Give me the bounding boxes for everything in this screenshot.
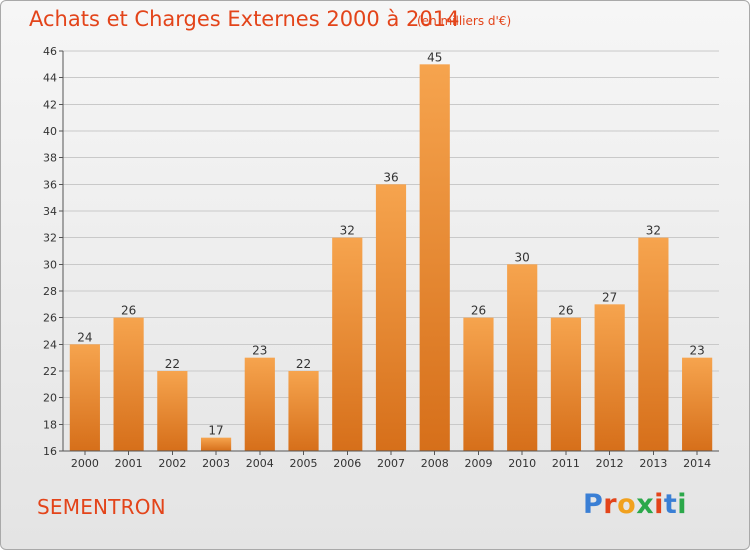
bar[interactable]	[288, 371, 319, 451]
x-tick-label: 2003	[202, 457, 230, 470]
y-tick-label: 24	[43, 338, 57, 351]
y-tick-label: 16	[43, 445, 57, 458]
x-tick-label: 2004	[246, 457, 274, 470]
x-tick-label: 2014	[683, 457, 711, 470]
y-tick-label: 26	[43, 312, 57, 325]
data-label: 22	[165, 357, 180, 371]
bar[interactable]	[113, 317, 144, 451]
bar[interactable]	[594, 304, 625, 451]
commune-name: SEMENTRON	[37, 495, 166, 519]
axes	[59, 50, 719, 455]
bar[interactable]	[157, 371, 188, 451]
x-tick-label: 2013	[639, 457, 667, 470]
data-label: 23	[252, 344, 267, 358]
y-tick-label: 32	[43, 232, 57, 245]
y-tick-label: 46	[43, 45, 57, 58]
y-tick-label: 36	[43, 178, 57, 191]
bar[interactable]	[507, 264, 538, 451]
x-tick-label: 2011	[552, 457, 580, 470]
bar[interactable]	[550, 317, 582, 451]
y-tick-label: 42	[43, 98, 57, 111]
data-label: 36	[383, 170, 398, 184]
x-tick-label: 2010	[508, 457, 536, 470]
labels: 16 18 20 22 24 26 28 30 32 34 36 38 40 42 44 46 24 2000 26…	[43, 45, 711, 470]
data-label: 30	[515, 250, 530, 264]
data-label: 32	[340, 224, 355, 238]
x-tick-label: 2001	[115, 457, 143, 470]
y-tick-label: 28	[43, 285, 57, 298]
y-tick-label: 44	[43, 72, 57, 85]
bar[interactable]	[332, 237, 363, 451]
logo-letter: x	[636, 489, 655, 520]
bar[interactable]	[638, 237, 669, 451]
bar[interactable]	[69, 344, 100, 451]
data-label: 27	[602, 290, 617, 304]
logo-letter: i	[677, 489, 688, 520]
bar[interactable]	[244, 357, 275, 451]
bar[interactable]	[463, 317, 494, 451]
x-tick-label: 2006	[333, 457, 361, 470]
data-label: 26	[558, 304, 573, 318]
x-tick-label: 2008	[421, 457, 449, 470]
bar[interactable]	[682, 357, 713, 451]
data-label: 45	[427, 50, 442, 64]
logo-letter: i	[654, 489, 664, 520]
bar[interactable]	[419, 64, 450, 452]
y-tick-label: 40	[43, 125, 57, 138]
data-label: 22	[296, 357, 311, 371]
y-tick-label: 30	[43, 258, 57, 271]
chart-subtitle: (en milliers d'€)	[417, 14, 512, 28]
y-tick-label: 22	[43, 365, 57, 378]
x-tick-label: 2005	[290, 457, 318, 470]
data-label: 26	[471, 304, 486, 318]
logo-letter: t	[663, 489, 678, 520]
x-tick-label: 2009	[464, 457, 492, 470]
x-tick-label: 2012	[596, 457, 624, 470]
data-label: 23	[689, 344, 704, 358]
bars	[69, 64, 713, 452]
data-label: 26	[121, 304, 136, 318]
y-tick-label: 18	[43, 418, 57, 431]
x-tick-label: 2007	[377, 457, 405, 470]
bar[interactable]	[200, 437, 232, 451]
proxiti-logo[interactable]: Proxiti	[583, 489, 687, 520]
y-tick-label: 20	[43, 392, 57, 405]
y-tick-label: 34	[43, 205, 57, 218]
bar[interactable]	[375, 184, 407, 452]
data-label: 24	[77, 330, 92, 344]
data-label: 17	[208, 424, 223, 438]
logo-letter: P	[583, 489, 604, 520]
page-title: Achats et Charges Externes 2000 à 2014	[29, 7, 460, 31]
data-label: 32	[646, 224, 661, 238]
logo-letter: o	[617, 489, 637, 520]
y-tick-label: 38	[43, 152, 57, 165]
logo-letter: r	[603, 489, 618, 520]
x-tick-label: 2002	[158, 457, 186, 470]
x-tick-label: 2000	[71, 457, 99, 470]
